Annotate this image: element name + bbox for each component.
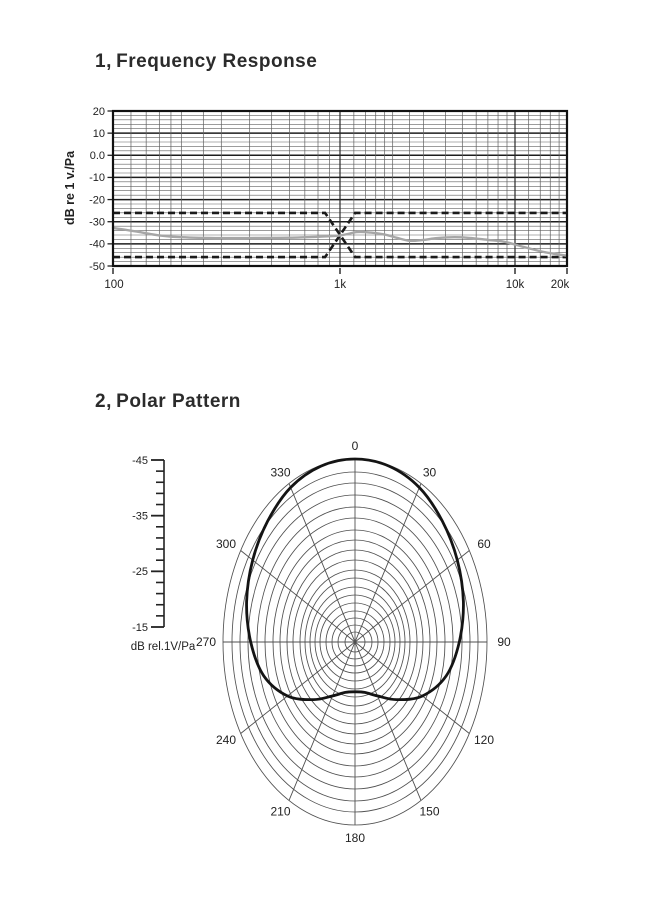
polar-angle-label: 300 bbox=[216, 537, 236, 551]
freq-y-axis-title: dB re 1 v./Pa bbox=[63, 150, 77, 225]
polar-angle-label: 330 bbox=[270, 465, 290, 479]
polar-angle-label: 270 bbox=[196, 635, 216, 649]
freq-y-tick-label: 0.0 bbox=[90, 150, 105, 162]
freq-y-axis-labels: 20 10 0.0 -10 -20 -30 -40 -50 bbox=[89, 106, 112, 273]
frequency-response-chart: 20 10 0.0 -10 -20 -30 -40 -50 100 1k 10k 20k dB re… bbox=[63, 106, 570, 291]
polar-db-scale: -45 -35 -25 -15 bbox=[132, 455, 165, 634]
section-title-frequency-response: 1, Frequency Response bbox=[95, 51, 318, 72]
freq-gridlines bbox=[113, 111, 567, 266]
polar-angle-labels: 0 30 60 90 120 150 180 210 240 270 300 330 bbox=[196, 439, 511, 845]
polar-scale-tick-label: -25 bbox=[132, 566, 148, 578]
freq-x-axis-labels: 100 1k 10k 20k bbox=[104, 268, 570, 291]
polar-angle-label: 120 bbox=[474, 733, 494, 747]
freq-y-tick-label: -50 bbox=[89, 261, 105, 273]
polar-angle-label: 150 bbox=[419, 805, 439, 819]
polar-angle-label: 60 bbox=[477, 537, 491, 551]
freq-response-curve bbox=[111, 226, 569, 257]
freq-plot-border bbox=[111, 109, 569, 268]
freq-y-tick-label: 20 bbox=[93, 106, 105, 118]
polar-pattern-chart: 0 30 60 90 120 150 180 210 240 270 300 330 -45 -35 -2… bbox=[131, 439, 511, 845]
polar-angle-label: 30 bbox=[423, 465, 437, 479]
section-title-polar-pattern: 2, Polar Pattern bbox=[95, 391, 241, 412]
polar-grid-spokes bbox=[223, 459, 487, 825]
polar-scale-title: dB rel.1V/Pa bbox=[131, 641, 196, 653]
freq-y-tick-label: -20 bbox=[89, 194, 105, 206]
freq-x-tick-label: 1k bbox=[334, 279, 346, 291]
polar-angle-label: 210 bbox=[270, 805, 290, 819]
polar-pattern-curve bbox=[245, 457, 465, 702]
freq-y-tick-label: -10 bbox=[89, 172, 105, 184]
freq-x-tick-label: 20k bbox=[551, 279, 570, 291]
freq-y-tick-label: -30 bbox=[89, 217, 105, 229]
polar-angle-label: 180 bbox=[345, 831, 365, 845]
polar-scale-tick-label: -15 bbox=[132, 622, 148, 634]
freq-y-tick-label: 10 bbox=[93, 128, 105, 140]
freq-x-tick-label: 100 bbox=[104, 279, 123, 291]
polar-angle-label: 0 bbox=[352, 439, 359, 453]
freq-y-tick-label: -40 bbox=[89, 239, 105, 251]
polar-angle-label: 240 bbox=[216, 733, 236, 747]
polar-angle-label: 90 bbox=[497, 635, 511, 649]
polar-scale-tick-label: -45 bbox=[132, 455, 148, 467]
polar-scale-tick-label: -35 bbox=[132, 510, 148, 522]
freq-x-tick-label: 10k bbox=[506, 279, 525, 291]
